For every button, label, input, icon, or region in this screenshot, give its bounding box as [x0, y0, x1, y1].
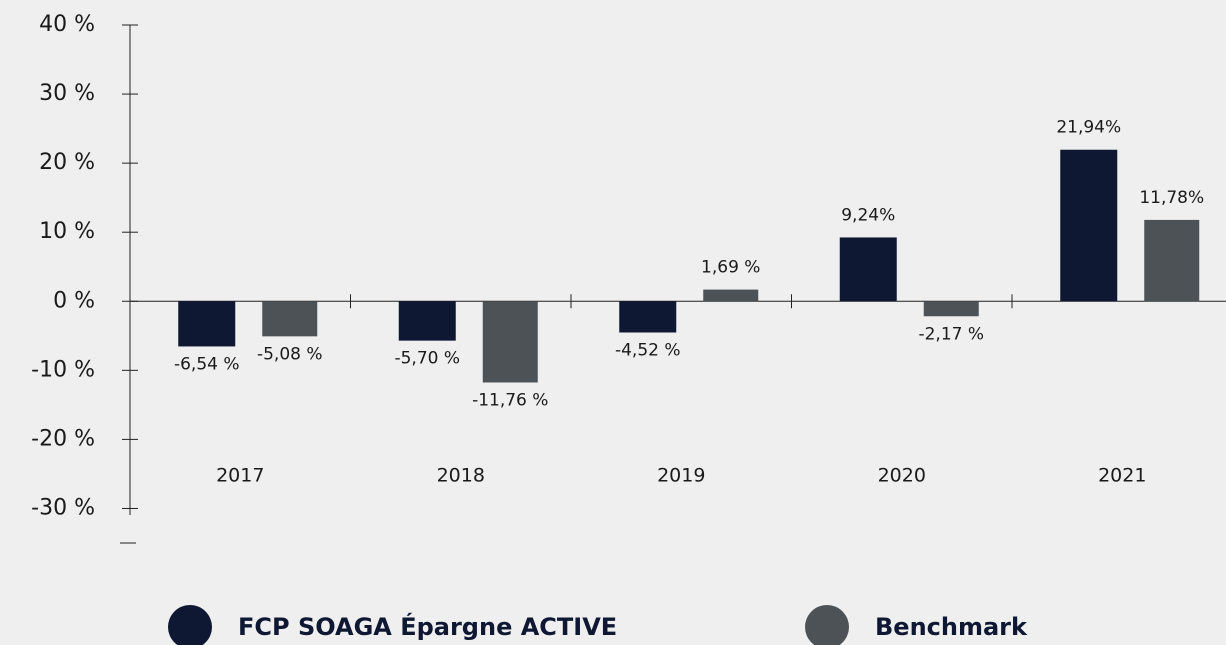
y-tick-label: -10 % [31, 357, 95, 382]
legend-label: Benchmark [875, 613, 1028, 641]
bar [482, 301, 538, 383]
x-tick-label: 2021 [1098, 465, 1146, 487]
y-tick-label: 40 % [39, 12, 95, 37]
value-label: 1,69 % [701, 258, 760, 278]
y-tick-label: 30 % [39, 81, 95, 106]
value-label: -2,17 % [918, 324, 984, 344]
y-tick-label: -20 % [31, 426, 95, 451]
value-label: 9,24% [841, 205, 895, 225]
bar [1060, 149, 1118, 302]
x-tick-label: 2020 [878, 465, 926, 487]
value-label: -5,70 % [394, 349, 460, 369]
y-tick-label: 0 % [53, 288, 95, 313]
y-tick-label: 10 % [39, 219, 95, 244]
x-tick-label: 2018 [437, 465, 485, 487]
value-label: -6,54 % [174, 354, 240, 374]
bar [839, 237, 897, 302]
bar [178, 301, 236, 347]
bar [1144, 219, 1200, 302]
value-label: 21,94% [1056, 118, 1121, 138]
legend-label: FCP SOAGA Épargne ACTIVE [238, 612, 617, 641]
value-label: 11,78% [1139, 188, 1204, 208]
legend-swatch [805, 605, 849, 645]
value-label: -11,76 % [472, 390, 548, 410]
bar [703, 289, 759, 302]
bar [262, 301, 318, 337]
bar [619, 301, 677, 333]
bar [923, 301, 979, 317]
bar [398, 301, 456, 341]
legend-swatch [168, 605, 212, 645]
value-label: -5,08 % [257, 344, 323, 364]
value-label: -4,52 % [615, 340, 681, 360]
y-tick-label: 20 % [39, 150, 95, 175]
x-tick-label: 2017 [216, 465, 264, 487]
x-tick-label: 2019 [657, 465, 705, 487]
y-tick-label: -30 % [31, 495, 95, 520]
